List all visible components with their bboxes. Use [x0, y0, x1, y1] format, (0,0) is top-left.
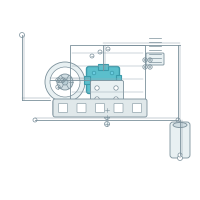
FancyBboxPatch shape	[53, 99, 147, 117]
Circle shape	[114, 97, 118, 101]
FancyBboxPatch shape	[96, 104, 104, 112]
Circle shape	[176, 118, 180, 122]
FancyBboxPatch shape	[77, 104, 86, 112]
Circle shape	[110, 71, 114, 75]
Circle shape	[95, 86, 99, 90]
Circle shape	[20, 32, 24, 38]
Circle shape	[50, 67, 80, 97]
Bar	[98, 64, 108, 70]
Circle shape	[144, 66, 146, 68]
FancyBboxPatch shape	[53, 100, 77, 116]
Circle shape	[110, 85, 114, 89]
Circle shape	[114, 86, 118, 90]
Bar	[116, 75, 121, 85]
Circle shape	[178, 156, 182, 160]
Circle shape	[149, 66, 151, 68]
FancyBboxPatch shape	[58, 104, 68, 112]
FancyBboxPatch shape	[86, 66, 120, 94]
Circle shape	[104, 114, 110, 119]
Circle shape	[95, 97, 99, 101]
FancyBboxPatch shape	[132, 104, 142, 112]
FancyBboxPatch shape	[90, 80, 124, 106]
Circle shape	[104, 121, 110, 127]
Circle shape	[45, 62, 85, 102]
Circle shape	[57, 74, 73, 90]
Circle shape	[144, 59, 146, 61]
Circle shape	[149, 59, 151, 61]
Circle shape	[62, 79, 68, 85]
Circle shape	[92, 85, 96, 89]
FancyBboxPatch shape	[114, 104, 123, 112]
FancyBboxPatch shape	[146, 53, 164, 65]
FancyBboxPatch shape	[170, 122, 190, 158]
Circle shape	[33, 118, 37, 122]
Circle shape	[104, 108, 110, 112]
Ellipse shape	[173, 122, 187, 128]
Circle shape	[178, 153, 182, 157]
Bar	[84, 76, 90, 84]
Circle shape	[92, 71, 96, 75]
Bar	[70, 45, 145, 100]
